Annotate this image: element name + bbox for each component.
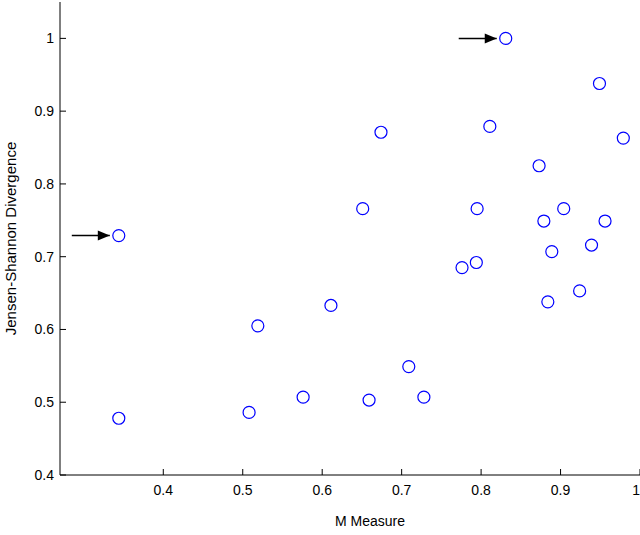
annotation-arrowhead	[98, 231, 110, 241]
y-tick	[60, 111, 66, 112]
scatter-point	[403, 361, 415, 373]
x-tick	[322, 469, 323, 475]
y-tick-label: 0.7	[35, 249, 55, 265]
x-tick	[560, 469, 561, 475]
x-tick	[163, 469, 164, 475]
scatter-point	[542, 296, 554, 308]
x-tick-label: 1	[632, 482, 640, 498]
scatter-point	[325, 299, 337, 311]
scatter-point	[538, 215, 550, 227]
scatter-point	[252, 320, 264, 332]
x-tick-label: 0.8	[471, 482, 491, 498]
x-tick-label: 0.7	[392, 482, 412, 498]
x-tick	[401, 469, 402, 475]
y-tick	[60, 183, 66, 184]
x-tick	[242, 469, 243, 475]
scatter-point	[593, 78, 605, 90]
scatter-point	[471, 203, 483, 215]
annotation-arrowhead	[485, 33, 497, 43]
scatter-point	[418, 391, 430, 403]
scatter-point	[484, 120, 496, 132]
y-axis	[60, 2, 61, 475]
scatter-point	[363, 394, 375, 406]
y-tick	[60, 475, 66, 476]
scatter-point	[599, 215, 611, 227]
chart: 0.4 0.5 0.6 0.7 0.8 0.9 1 0.4 0.5 0.6 0.7 0.8 0.9 1 M …	[0, 0, 640, 535]
scatter-point	[297, 391, 309, 403]
y-tick	[60, 256, 66, 257]
scatter-point	[500, 32, 512, 44]
scatter-point	[113, 230, 125, 242]
scatter-point	[574, 285, 586, 297]
x-axis	[60, 475, 640, 476]
y-tick-label: 0.4	[35, 467, 55, 483]
y-tick	[60, 329, 66, 330]
y-tick-label: 0.6	[35, 321, 55, 337]
scatter-point	[546, 246, 558, 258]
y-tick-label: 0.9	[35, 103, 55, 119]
x-tick	[481, 469, 482, 475]
x-axis-label: M Measure	[335, 513, 405, 529]
x-tick-label: 0.5	[233, 482, 253, 498]
x-tick-label: 0.9	[551, 482, 571, 498]
scatter-point	[113, 412, 125, 424]
scatter-point	[533, 160, 545, 172]
y-tick-label: 0.8	[35, 176, 55, 192]
scatter-point	[470, 257, 482, 269]
scatter-point	[617, 132, 629, 144]
scatter-point	[558, 203, 570, 215]
y-tick	[60, 38, 66, 39]
scatter-point	[456, 262, 468, 274]
y-tick-label: 1	[46, 30, 54, 46]
y-tick	[60, 402, 66, 403]
x-tick-label: 0.6	[312, 482, 332, 498]
scatter-point	[586, 239, 598, 251]
y-tick-label: 0.5	[35, 394, 55, 410]
scatter-point	[375, 126, 387, 138]
plot-area	[113, 32, 630, 424]
x-tick-label: 0.4	[154, 482, 174, 498]
y-axis-label: Jensen-Shannon Divergence	[2, 142, 19, 335]
scatter-point	[243, 406, 255, 418]
scatter-point	[357, 203, 369, 215]
